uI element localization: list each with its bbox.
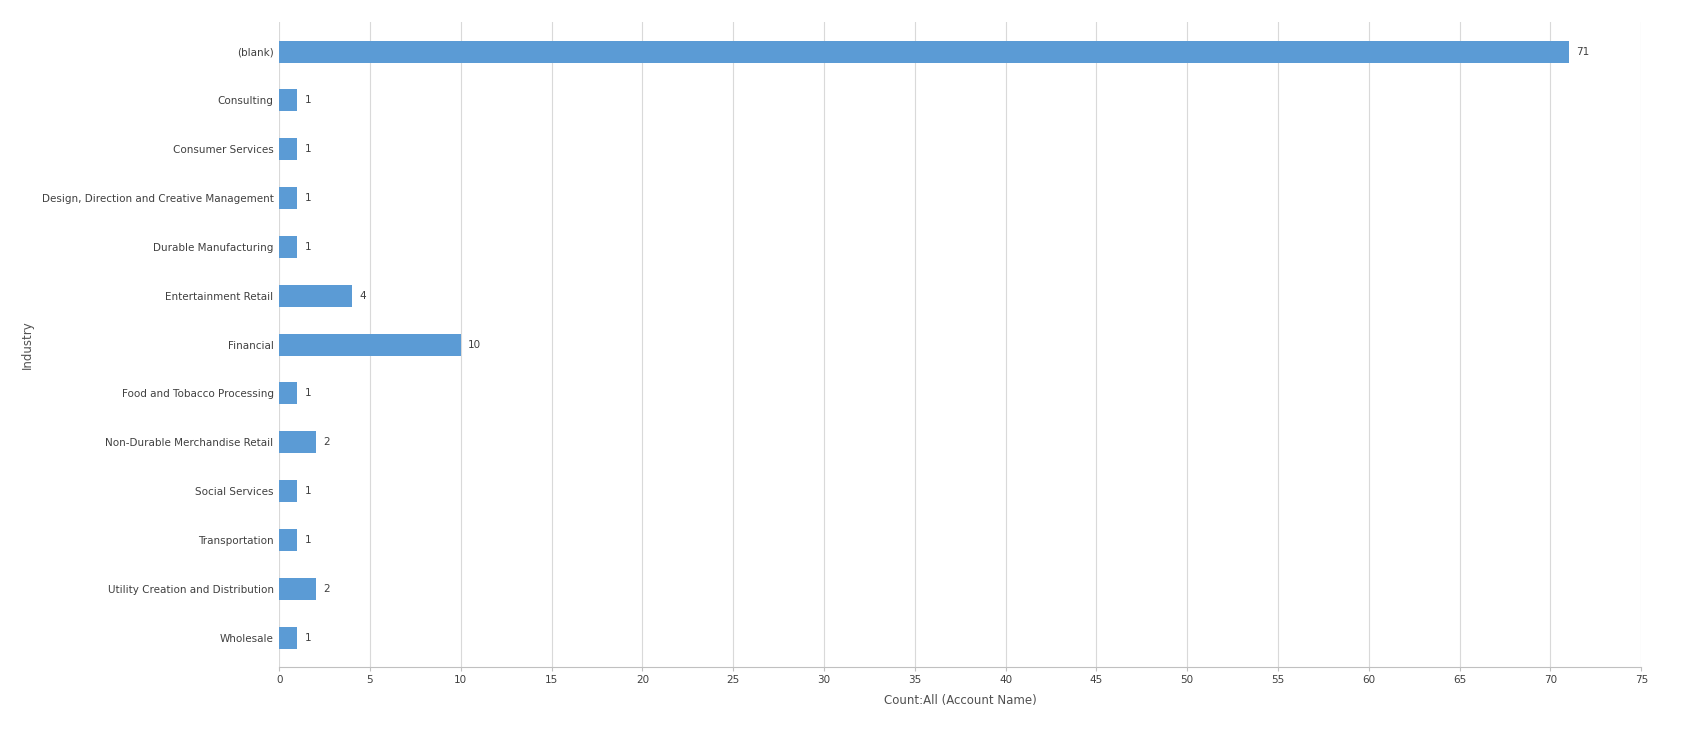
Bar	[279, 333, 460, 356]
Text: 1: 1	[305, 242, 311, 252]
Text: 1: 1	[305, 388, 311, 399]
Text: 71: 71	[1575, 47, 1589, 56]
Text: 2: 2	[323, 584, 330, 594]
X-axis label: Count:All (Account Name): Count:All (Account Name)	[883, 694, 1037, 707]
Bar	[279, 285, 352, 307]
Y-axis label: Industry: Industry	[20, 320, 34, 369]
Bar	[279, 187, 298, 209]
Text: 1: 1	[305, 144, 311, 154]
Text: 1: 1	[305, 486, 311, 496]
Text: 2: 2	[323, 437, 330, 448]
Text: 1: 1	[305, 96, 311, 105]
Bar	[279, 139, 298, 160]
Text: 1: 1	[305, 535, 311, 545]
Text: 1: 1	[305, 633, 311, 642]
Bar	[279, 90, 298, 111]
Bar	[279, 431, 315, 453]
Text: 1: 1	[305, 193, 311, 203]
Text: 10: 10	[469, 339, 481, 350]
Bar	[279, 382, 298, 405]
Bar	[279, 578, 315, 599]
Bar	[279, 480, 298, 502]
Text: 4: 4	[359, 290, 365, 301]
Bar	[279, 627, 298, 648]
Bar	[279, 41, 1568, 62]
Bar	[279, 529, 298, 551]
Bar	[279, 236, 298, 258]
